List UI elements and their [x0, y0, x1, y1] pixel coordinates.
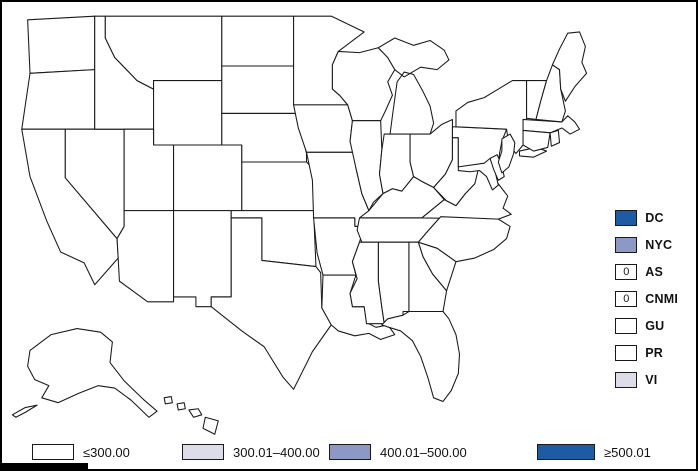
- state-wa: [27, 15, 96, 74]
- legend-row-nyc: NYC: [615, 237, 678, 253]
- legend-label-dc: DC: [645, 211, 664, 225]
- legend-row-cnmi: 0 CNMI: [615, 291, 678, 307]
- legend-swatch-gu: [615, 318, 638, 334]
- legend-swatch-as: 0: [615, 264, 638, 280]
- state-ri: [549, 129, 561, 147]
- state-hi: [163, 396, 219, 435]
- legend-label-pr: PR: [645, 346, 664, 360]
- legend-label-cat4: ≥500.01: [604, 444, 651, 460]
- legend-swatch-cat4: [537, 444, 595, 460]
- state-tx: [210, 217, 332, 390]
- state-sd: [221, 65, 298, 114]
- legend-label-cat1: ≤300.00: [83, 444, 130, 460]
- legend-swatch-as-value: 0: [623, 266, 630, 278]
- state-nm: [173, 210, 232, 308]
- state-mi: [377, 37, 450, 135]
- state-ct: [522, 129, 551, 152]
- state-ms: [349, 241, 385, 325]
- state-de: [489, 154, 505, 181]
- legend-row-as: 0 AS: [615, 264, 678, 280]
- state-il: [349, 120, 384, 212]
- legend-label-cat2: 300.01–400.00: [233, 444, 320, 460]
- territory-legend: DC NYC 0 AS 0 CNMI GU PR VI: [615, 210, 678, 388]
- state-nd: [221, 15, 295, 67]
- legend-swatch-cnmi-value: 0: [623, 293, 630, 305]
- legend-swatch-cat1: [32, 444, 74, 460]
- state-nj: [497, 133, 516, 174]
- legend-item-cat2: 300.01–400.00: [182, 444, 320, 460]
- state-ks: [241, 161, 315, 212]
- legend-swatch-nyc: [615, 237, 638, 253]
- states-group: [11, 15, 588, 435]
- legend-label-cat3: 400.01–500.00: [380, 444, 467, 460]
- state-me: [551, 31, 588, 102]
- legend-row-dc: DC: [615, 210, 678, 226]
- legend-label-vi: VI: [645, 373, 658, 387]
- legend-item-cat3: 400.01–500.00: [329, 444, 467, 460]
- state-ak: [11, 327, 158, 418]
- legend-swatch-cat2: [182, 444, 224, 460]
- legend-swatch-dc: [615, 210, 638, 226]
- legend-label-gu: GU: [645, 319, 665, 333]
- us-map: [11, 15, 588, 435]
- state-az: [116, 210, 175, 303]
- legend-row-gu: GU: [615, 318, 678, 334]
- legend-swatch-pr: [615, 345, 638, 361]
- legend-swatch-vi: [615, 372, 638, 388]
- state-wy: [153, 80, 223, 146]
- legend-item-cat4: ≥500.01: [537, 444, 651, 460]
- state-fl: [381, 310, 461, 403]
- legend-label-cnmi: CNMI: [645, 292, 678, 306]
- state-nc: [417, 216, 511, 263]
- legend-swatch-cnmi: 0: [615, 291, 638, 307]
- state-md: [457, 157, 499, 191]
- legend-row-vi: VI: [615, 372, 678, 388]
- state-co: [173, 144, 243, 212]
- legend-label-as: AS: [645, 265, 664, 279]
- legend-row-pr: PR: [615, 345, 678, 361]
- legend-label-nyc: NYC: [645, 238, 673, 252]
- state-or: [21, 69, 96, 130]
- legend-swatch-cat3: [329, 444, 371, 460]
- bottom-left-bar: [2, 463, 88, 469]
- legend-item-cat1: ≤300.00: [32, 444, 130, 460]
